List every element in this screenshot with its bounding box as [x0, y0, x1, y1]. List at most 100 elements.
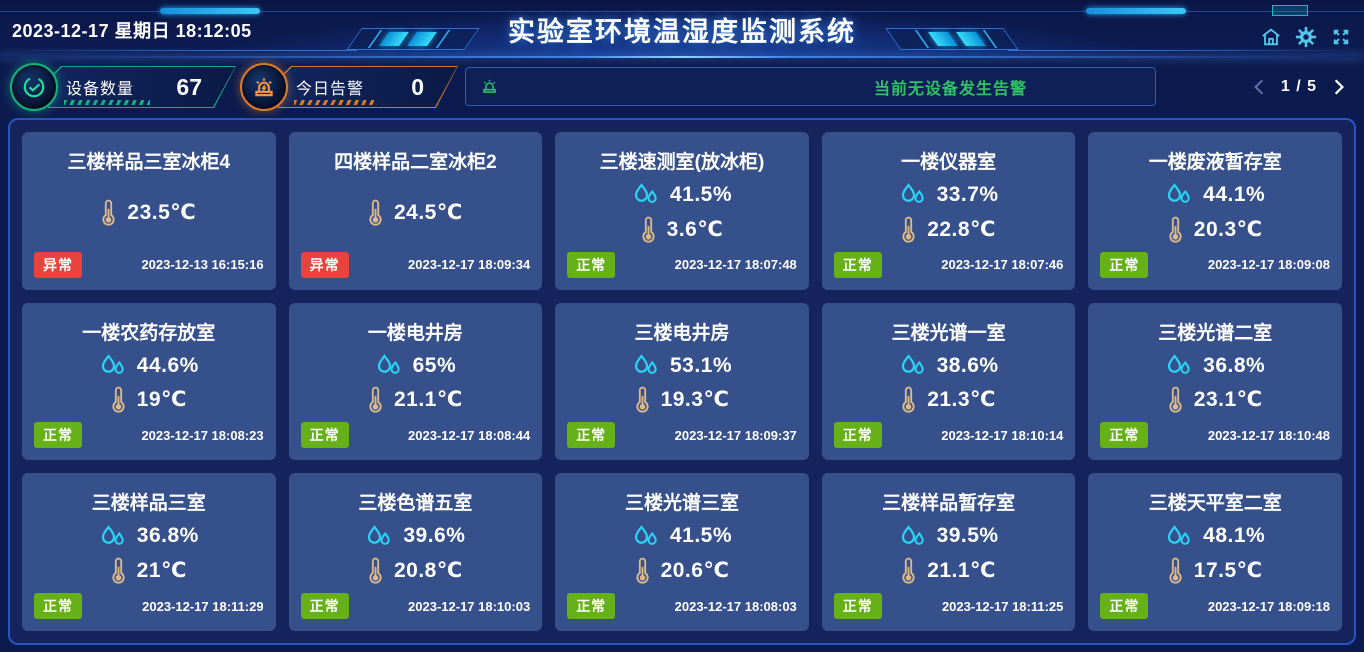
humidity-metric: 44.1%	[1165, 183, 1265, 207]
device-card[interactable]: 三楼天平室二室 48.1% 17.5℃ 正常 2023-12-17 18:0	[1088, 473, 1342, 631]
thermometer-icon	[642, 216, 655, 243]
header-decoration-left	[7, 27, 517, 53]
humidity-value: 38.6%	[936, 353, 999, 377]
temperature-value: 23.5℃	[127, 201, 197, 225]
device-card[interactable]: 三楼电井房 53.1% 19.3℃ 正常 2023-12-17 18:09:	[555, 302, 809, 461]
temperature-value: 21℃	[136, 559, 187, 583]
humidity-value: 44.6%	[136, 353, 199, 377]
room-name: 三楼样品三室	[91, 493, 206, 515]
header-deco-pill-right	[1086, 8, 1186, 14]
water-drops-icon	[1168, 354, 1190, 374]
alarm-count-label: 今日告警	[296, 81, 365, 98]
room-name: 一楼农药存放室	[82, 322, 216, 344]
water-drops-icon	[101, 354, 124, 374]
humidity-value: 65%	[412, 353, 457, 377]
temperature-value: 24.5℃	[393, 201, 463, 225]
temperature-value: 21.1℃	[393, 388, 463, 412]
status-badge: 正常	[833, 251, 882, 278]
home-icon	[1262, 28, 1280, 46]
pagination: 1 / 5	[1252, 74, 1346, 100]
device-card[interactable]: 三楼样品暂存室 39.5% 21.1℃ 正常 2023-12-17 18:1	[821, 473, 1076, 631]
card-grid: 三楼样品三室冰柜4 23.5℃ 异常 2023-12-13 16:15:16 四…	[22, 132, 1342, 631]
gear-icon	[1295, 26, 1317, 48]
device-card[interactable]: 一楼农药存放室 44.6% 19℃ 正常 2023-12-17 18:08:	[22, 302, 276, 461]
alarm-count-badge: 今日告警 0	[240, 63, 458, 111]
timestamp: 2023-12-17 18:11:29	[142, 598, 264, 614]
timestamp: 2023-12-17 18:09:34	[408, 257, 531, 273]
humidity-metric: 39.5%	[899, 524, 999, 548]
timestamp: 2023-12-17 18:11:25	[941, 598, 1064, 614]
status-badge: 正常	[567, 251, 616, 278]
thermometer-icon	[1169, 216, 1182, 243]
next-page-button[interactable]	[1332, 78, 1346, 96]
device-count-value: 67	[176, 73, 202, 100]
humidity-value: 36.8%	[1203, 353, 1266, 377]
device-card[interactable]: 三楼色谱五室 39.6% 20.8℃ 正常 2023-12-17 18:10	[288, 473, 543, 631]
temperature-value: 21.3℃	[927, 388, 996, 412]
water-drops-icon	[377, 354, 400, 374]
water-drops-icon	[634, 354, 657, 374]
device-card[interactable]: 三楼光谱三室 41.5% 20.6℃ 正常 2023-12-17 18:08	[555, 473, 809, 631]
temperature-metric: 19.3℃	[635, 386, 730, 414]
alarm-count-hatch-deco	[294, 100, 377, 105]
humidity-metric: 48.1%	[1165, 524, 1265, 548]
timestamp: 2023-12-17 18:07:46	[941, 257, 1064, 273]
temperature-metric: 22.8℃	[901, 216, 996, 243]
temperature-value: 17.5℃	[1193, 559, 1263, 583]
humidity-value: 53.1%	[669, 353, 733, 377]
temperature-metric: 21℃	[111, 557, 187, 584]
device-card[interactable]: 三楼速测室(放冰柜) 41.5% 3.6℃ 正常 2023-12-17 18	[555, 132, 809, 290]
temperature-metric: 19℃	[111, 386, 187, 414]
check-circle-icon	[10, 63, 58, 111]
humidity-metric: 39.6%	[365, 524, 465, 548]
device-card[interactable]: 一楼仪器室 33.7% 22.8℃ 正常 2023-12-17 18:07:	[821, 132, 1076, 290]
device-card[interactable]: 三楼光谱一室 38.6% 21.3℃ 正常 2023-12-17 18:10	[821, 302, 1076, 461]
humidity-value: 41.5%	[669, 524, 733, 548]
thermometer-icon	[1169, 387, 1182, 414]
timestamp: 2023-12-17 18:08:03	[674, 598, 797, 614]
status-badge: 正常	[833, 593, 882, 619]
temperature-metric: 21.1℃	[901, 557, 996, 584]
device-card[interactable]: 三楼光谱二室 36.8% 23.1℃ 正常 2023-12-17 18:10	[1088, 302, 1342, 461]
fullscreen-button[interactable]	[1330, 26, 1352, 48]
temperature-metric: 23.5℃	[101, 199, 196, 226]
device-card[interactable]: 一楼电井房 65% 21.1℃ 正常 2023-12-17 18:08:44	[288, 302, 543, 461]
room-name: 四楼样品二室冰柜2	[334, 152, 497, 173]
header-glow-line	[0, 56, 1364, 58]
temperature-metric: 17.5℃	[1168, 557, 1263, 584]
temperature-value: 19.3℃	[660, 388, 730, 412]
temperature-value: 23.1℃	[1193, 388, 1263, 412]
temperature-metric: 23.1℃	[1168, 386, 1263, 414]
humidity-value: 39.5%	[936, 524, 999, 548]
water-drops-icon	[634, 183, 657, 204]
timestamp: 2023-12-17 18:10:03	[408, 598, 531, 614]
device-card[interactable]: 三楼样品三室冰柜4 23.5℃ 异常 2023-12-13 16:15:16	[22, 132, 276, 290]
fullscreen-icon	[1333, 29, 1349, 45]
settings-button[interactable]	[1295, 26, 1317, 48]
device-card[interactable]: 一楼废液暂存室 44.1% 20.3℃ 正常 2023-12-17 18:0	[1088, 132, 1342, 290]
temperature-metric: 24.5℃	[368, 199, 463, 226]
home-button[interactable]	[1260, 26, 1282, 48]
page-indicator: 1 / 5	[1280, 78, 1317, 95]
room-name: 一楼仪器室	[901, 152, 997, 173]
header: 2023-12-17 星期日 18:12:05 实验室环境温湿度监测系统	[0, 0, 1364, 58]
alert-siren-icon	[480, 77, 499, 96]
status-badge: 正常	[1100, 593, 1149, 619]
humidity-metric: 36.8%	[1165, 354, 1265, 378]
thermometer-icon	[112, 387, 125, 414]
temperature-value: 20.6℃	[660, 559, 730, 583]
device-card[interactable]: 三楼样品三室 36.8% 21℃ 正常 2023-12-17 18:11:2	[22, 473, 276, 631]
prev-page-button[interactable]	[1252, 78, 1266, 96]
temperature-value: 22.8℃	[927, 217, 996, 241]
status-badge: 正常	[34, 422, 82, 449]
status-badge: 异常	[300, 251, 349, 278]
room-name: 三楼速测室(放冰柜)	[599, 152, 765, 173]
header-deco-pill-left	[160, 8, 260, 14]
device-card[interactable]: 四楼样品二室冰柜2 24.5℃ 异常 2023-12-17 18:09:34	[288, 132, 543, 290]
siren-icon	[240, 63, 288, 111]
thermometer-icon	[902, 216, 915, 243]
humidity-value: 48.1%	[1203, 524, 1266, 548]
chevron-left-icon	[1253, 79, 1264, 95]
device-count-label: 设备数量	[66, 81, 135, 98]
alarm-count-frame: 今日告警 0	[278, 66, 458, 108]
